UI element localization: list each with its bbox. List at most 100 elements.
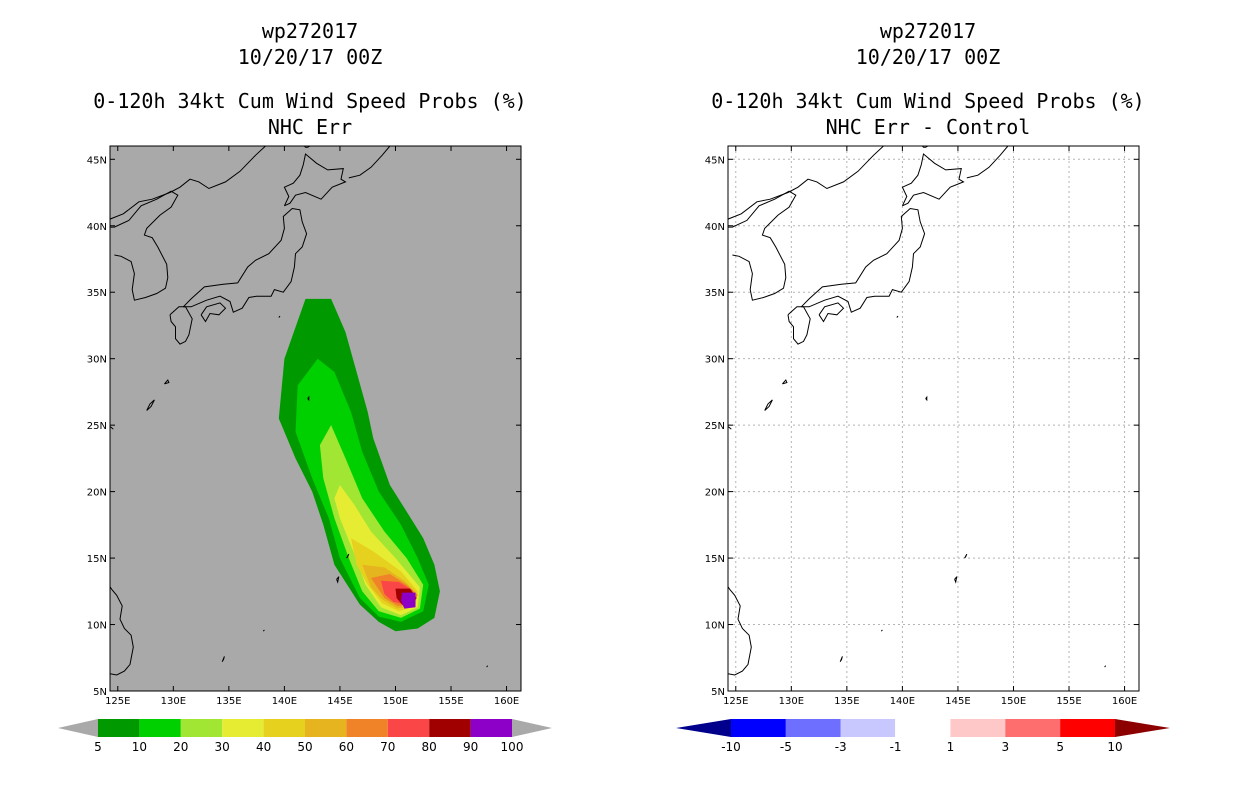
right-colorbar-swatch	[731, 719, 786, 737]
left-colorbar-swatch	[346, 719, 388, 737]
right-date: 10/20/17 00Z	[855, 45, 1001, 69]
coastline-kuril	[966, 146, 1009, 179]
coastline-izu	[896, 315, 899, 318]
coastline-mainland	[728, 146, 884, 228]
right-colorbar-swatch	[1005, 719, 1061, 737]
coastline-izu	[278, 315, 281, 318]
coastline-okinawa	[764, 399, 773, 411]
coastline-hokkaido	[901, 153, 965, 207]
coastline-sakhalin	[304, 146, 311, 148]
right-colorbar-label: 1	[947, 740, 955, 754]
coastline-yap	[880, 629, 883, 632]
right-colorbar-swatch	[950, 719, 1006, 737]
left-colorbar-label: 30	[215, 740, 230, 754]
left-colorbar-swatch	[139, 719, 181, 737]
right-product-title: 0-120h 34kt Cum Wind Speed Probs (%)	[711, 89, 1145, 113]
coastline-luzon	[728, 574, 752, 676]
right-colorbar-label: -3	[835, 740, 847, 754]
left-colorbar-label: 5	[94, 740, 102, 754]
y-tick-label: 30N	[87, 355, 107, 366]
left-colorbar-high-arrow	[512, 719, 552, 737]
y-tick-label: 15N	[705, 554, 725, 565]
x-tick-label: 160E	[1112, 696, 1137, 707]
y-tick-label: 35N	[87, 288, 107, 299]
coastline-taiwanTip	[728, 426, 732, 430]
left-colorbar-label: 70	[380, 740, 395, 754]
left-colorbar-swatch	[263, 719, 305, 737]
right-colorbar-label: 5	[1056, 740, 1064, 754]
left-colorbar-low-arrow	[58, 719, 98, 737]
right-map-background	[728, 146, 1139, 691]
left-colorbar-swatch	[305, 719, 347, 737]
prob-contour-90	[401, 592, 416, 609]
coastline-shikoku	[818, 302, 845, 323]
coastline-palau	[839, 656, 843, 662]
left-colorbar-label: 100	[501, 740, 524, 754]
coastline-sakhalin	[922, 146, 929, 148]
y-tick-label: 25N	[705, 421, 725, 432]
left-colorbar-label: 50	[297, 740, 312, 754]
coastline-palau	[221, 656, 225, 662]
x-tick-label: 155E	[1056, 696, 1081, 707]
left-colorbar-swatch	[429, 719, 471, 737]
left-colorbar-swatch	[470, 719, 512, 737]
left-colorbar-swatch	[180, 719, 223, 737]
left-map-frame	[109, 145, 522, 692]
left-colorbar-label: 10	[132, 740, 147, 754]
left-colorbar: 5 10 20 30 40 50 60 70 80 90 100	[58, 719, 552, 754]
x-tick-label: 125E	[723, 696, 748, 707]
x-tick-label: 145E	[327, 696, 352, 707]
coastline-marianas1	[954, 576, 958, 584]
coastline-amami	[782, 379, 788, 385]
left-colorbar-label: 90	[463, 740, 478, 754]
y-tick-label: 10N	[87, 621, 107, 632]
right-colorbar-swatch	[1060, 719, 1115, 737]
y-tick-label: 45N	[705, 155, 725, 166]
x-tick-label: 140E	[890, 696, 915, 707]
coastline-korea	[110, 190, 179, 301]
left-colorbar-label: 60	[339, 740, 354, 754]
left-date: 10/20/17 00Z	[237, 45, 383, 69]
x-tick-label: 140E	[272, 696, 297, 707]
coastline-hokkaido	[283, 153, 347, 207]
coastline-marianas2	[346, 553, 350, 559]
x-tick-label: 135E	[834, 696, 859, 707]
coastline-bonin	[925, 395, 928, 402]
right-colorbar-label: 10	[1107, 740, 1122, 754]
coastline-kyushu	[787, 306, 811, 345]
right-storm-id: wp272017	[879, 19, 977, 43]
right-title-block: wp272017 10/20/17 00Z 0-120h 34kt Cum Wi…	[658, 18, 1198, 140]
y-tick-label: 10N	[705, 621, 725, 632]
left-title-block: wp272017 10/20/17 00Z 0-120h 34kt Cum Wi…	[40, 18, 580, 140]
y-tick-label: 20N	[705, 488, 725, 499]
left-product-title: 0-120h 34kt Cum Wind Speed Probs (%)	[93, 89, 527, 113]
y-tick-label: 20N	[87, 488, 107, 499]
left-subtitle: NHC Err	[267, 115, 353, 139]
coastline-amami	[164, 379, 170, 385]
right-colorbar: -10 -5 -3 -1 1 3 5 10	[676, 718, 1170, 754]
x-tick-label: 150E	[1001, 696, 1026, 707]
coastline-yap	[262, 629, 265, 632]
coastline-bonin	[307, 395, 310, 402]
y-tick-label: 5N	[711, 687, 725, 698]
coastline-okinawa	[146, 399, 155, 411]
coastline-shikoku	[200, 302, 227, 323]
coastline-honshu	[800, 207, 926, 313]
left-colorbar-label: 80	[422, 740, 437, 754]
coastline-pohnpei	[1104, 665, 1107, 668]
right-colorbar-swatch	[785, 719, 841, 737]
y-tick-label: 35N	[705, 288, 725, 299]
left-colorbar-swatch	[222, 719, 264, 737]
x-tick-label: 160E	[494, 696, 519, 707]
left-colorbar-swatch	[387, 719, 430, 737]
right-colorbar-high-arrow	[1115, 719, 1170, 737]
y-tick-label: 25N	[87, 421, 107, 432]
coastline-mainland	[110, 146, 266, 228]
coastline-kyushu	[169, 306, 193, 345]
right-colorbar-swatch	[895, 718, 951, 738]
right-colorbar-label: -10	[721, 740, 741, 754]
y-tick-label: 15N	[87, 554, 107, 565]
right-colorbar-low-arrow	[676, 719, 731, 737]
